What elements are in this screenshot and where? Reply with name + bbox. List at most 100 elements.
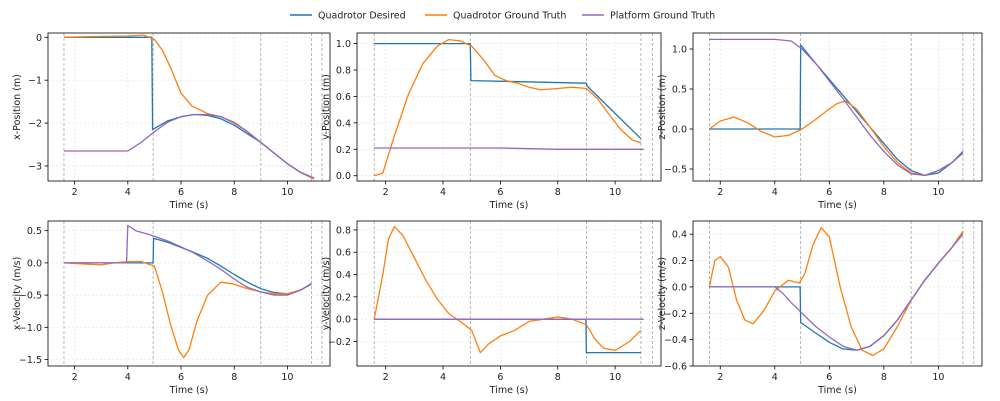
x-tick-label: 2 [717,187,723,198]
y-tick-label: 0.4 [672,230,687,241]
x-tick-label: 8 [555,187,561,198]
x-position-panel: 2 4 6 8 10 0 −1 −2 −3 Time (s) x-Position (m) [12,32,331,211]
y-axis-label: z-Position (m) [657,74,668,139]
series-line-platform-ground-truth [709,38,964,177]
x-tick-label: 2 [717,372,723,383]
axes-frame [47,32,331,182]
y-tick-label: −0.5 [19,291,42,302]
y-tick-label: 0.2 [672,256,687,267]
axes-frame [356,32,662,182]
x-tick-label: 4 [125,372,131,383]
y-tick-label: −0.6 [664,362,687,373]
axes-frame [692,220,983,367]
series-line-quadrotor-ground-truth [63,34,315,180]
y-tick-label: 0.0 [336,315,351,326]
x-tick-label: 4 [772,372,778,383]
y-tick-label: 0.0 [672,125,687,136]
x-tick-label: 8 [555,372,561,383]
y-tick-label: 0.0 [672,282,687,293]
y-tick-label: −0.2 [328,337,351,348]
y-tick-label: −2 [28,119,42,130]
y-tick-label: 0.8 [336,225,351,236]
y-tick-label: 0.4 [336,118,351,129]
x-tick-label: 6 [497,372,503,383]
x-tick-label: 8 [881,187,887,198]
x-tick-label: 4 [440,372,446,383]
axes-frame [356,220,662,367]
panels: 2 4 6 8 10 0 −1 −2 −3 Time (s) x-Position (m) 2 4 6 8 1… [12,32,983,396]
series-line-quadrotor-desired [64,36,315,180]
y-tick-label: 0.0 [336,171,351,182]
y-tick-label: 0 [36,33,42,44]
x-tick-label: 4 [772,187,778,198]
series-line-quadrotor-desired [374,318,641,354]
x-tick-label: 6 [497,187,503,198]
y-tick-label: 1.0 [672,45,687,56]
z-position-panel: 2 4 6 8 10 −0.5 0.0 0.5 1.0 Time (s) z-Position (m… [657,32,983,211]
legend: Quadrotor Desired Quadrotor Ground Truth… [290,11,715,22]
x-tick-label: 4 [125,187,131,198]
x-tick-label: 10 [932,372,944,383]
series-line-quadrotor-ground-truth [374,38,642,177]
legend-label-quadrotor-desired: Quadrotor Desired [318,11,406,22]
y-axis-label: y-Position (m) [321,74,332,140]
x-tick-label: 8 [231,187,237,198]
x-tick-label: 6 [826,187,832,198]
y-axis-label: x-Position (m) [12,74,23,140]
series-line-quadrotor-desired [709,231,964,351]
x-tick-label: 6 [178,187,184,198]
x-axis-label: Time (s) [169,385,209,396]
y-tick-label: −0.5 [664,165,687,176]
x-tick-label: 10 [281,372,293,383]
x-tick-label: 6 [826,372,832,383]
y-tick-label: 0.5 [672,85,687,96]
x-tick-label: 10 [609,187,621,198]
y-tick-label: 0.4 [336,270,351,281]
y-tick-label: 0.6 [336,92,351,103]
x-tick-label: 6 [178,372,184,383]
series-line-platform-ground-truth [709,233,964,351]
y-tick-label: −1 [28,76,42,87]
legend-label-platform-ground-truth: Platform Ground Truth [610,11,715,22]
y-tick-label: 0.5 [27,226,42,237]
legend-entry-quadrotor-desired: Quadrotor Desired [290,11,406,22]
x-axis-label: Time (s) [169,200,209,211]
z-velocity-panel: 2 4 6 8 10 0.4 0.2 0.0 −0.2 −0.4 −0.6 Time (s) z-Vel… [657,220,983,396]
x-tick-label: 2 [383,372,389,383]
y-tick-label: 0.8 [336,66,351,77]
y-velocity-panel: 2 4 6 8 10 0.8 0.6 0.4 0.2 0.0 −0.2 Time (s) y-Veloc… [321,220,662,396]
series-line-platform-ground-truth [64,224,312,296]
y-axis-label: x-Velocity (m/s) [12,257,23,331]
legend-entry-quadrotor-ground-truth: Quadrotor Ground Truth [425,11,566,22]
series-line-quadrotor-ground-truth [63,260,312,359]
x-tick-label: 10 [281,187,293,198]
y-axis-label: z-Velocity (m/s) [657,257,668,330]
y-tick-label: 0.0 [27,258,42,269]
series-line-quadrotor-desired [709,44,964,177]
x-tick-label: 10 [609,372,621,383]
x-tick-label: 2 [72,187,78,198]
y-tick-label: 1.0 [336,39,351,50]
y-tick-label: −1.0 [19,323,42,334]
y-tick-label: −1.5 [19,355,42,366]
x-velocity-panel: 2 4 6 8 10 0.5 0.0 −0.5 −1.0 −1.5 Time (s) x-Veloci… [12,220,331,396]
x-axis-label: Time (s) [489,385,529,396]
x-tick-label: 8 [231,372,237,383]
x-tick-label: 8 [881,372,887,383]
x-tick-label: 2 [383,187,389,198]
series-line-quadrotor-desired [374,42,642,140]
legend-entry-platform-ground-truth: Platform Ground Truth [582,11,715,22]
y-tick-label: −0.4 [664,335,687,346]
x-tick-label: 4 [440,187,446,198]
series-line-platform-ground-truth [374,147,644,150]
legend-label-quadrotor-ground-truth: Quadrotor Ground Truth [453,11,566,22]
y-tick-label: 0.6 [336,248,351,259]
x-axis-label: Time (s) [817,200,857,211]
x-axis-label: Time (s) [489,200,529,211]
series-line-platform-ground-truth [64,113,315,179]
y-tick-label: −3 [28,161,42,172]
x-tick-label: 2 [72,372,78,383]
x-tick-label: 10 [932,187,944,198]
y-tick-label: 0.2 [336,145,351,156]
